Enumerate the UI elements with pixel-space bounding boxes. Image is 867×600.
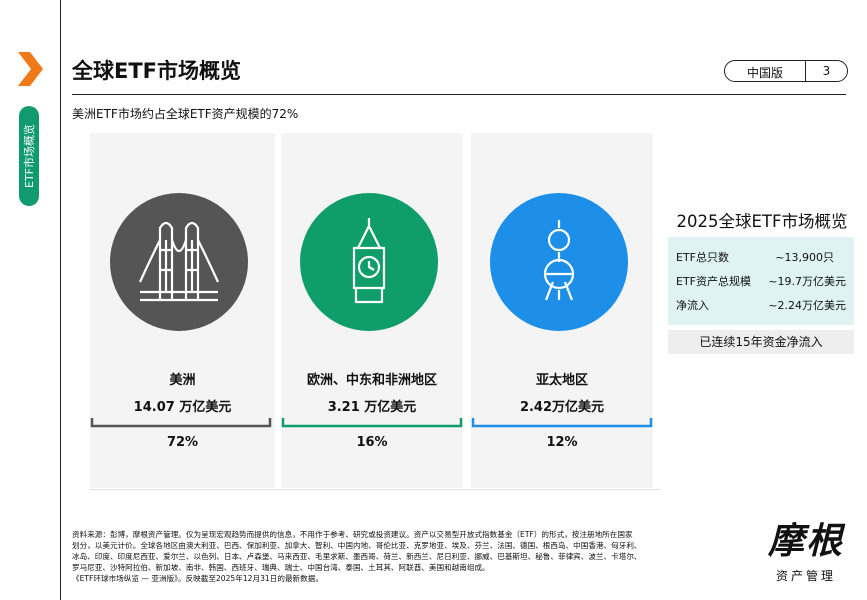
row-label: 净流入	[676, 299, 709, 312]
region-value: 3.21 万亿美元	[327, 400, 417, 415]
row-label: ETF总只数	[676, 251, 729, 264]
region-share: 72%	[166, 435, 199, 450]
summary-title: 2025全球ETF市场概览	[676, 212, 848, 231]
logo-sub: 资产管理	[775, 569, 836, 583]
region: 亚太地区 2.42万亿美元 12%	[471, 0, 653, 600]
tab: ETF市场概览	[19, 106, 39, 206]
summary-row: ETF总只数 ~13,900只	[676, 249, 846, 265]
footnote-line: 划分，以美元计价。全球各地区由澳大利亚、巴西、保加利亚、加拿大、智利、中国内地、…	[72, 541, 642, 550]
footnote-line: 资料来源：彭博，摩根资产管理。仅为呈现宏观趋势而提供的信息，不用作于参考、研究或…	[72, 530, 633, 539]
title: 全球ETF市场概览	[72, 59, 242, 83]
region-value: 14.07 万亿美元	[133, 400, 232, 415]
summary-row: ETF资产总规模 ~19.7万亿美元	[676, 273, 846, 289]
row-value: ~19.7万亿美元	[768, 275, 846, 288]
chevron	[18, 52, 43, 86]
footnote-line: 罗马尼亚、沙特阿拉伯、新加坡、南非、韩国、西班牙、瑞典、瑞士、中国台湾、泰国、土…	[72, 563, 490, 572]
logo-name: 摩根	[767, 520, 844, 562]
region-value: 2.42万亿美元	[519, 400, 605, 415]
edition: 中国版	[746, 66, 783, 80]
summary-note: 已连续15年资金净流入	[668, 330, 854, 354]
edition-pill: 中国版 3	[724, 60, 848, 82]
region: 美洲 14.07 万亿美元 72%	[90, 0, 275, 600]
subtitle: 美洲ETF市场约占全球ETF资产规模的72%	[72, 107, 299, 121]
region-share: 12%	[546, 435, 578, 450]
footnote-line: 《ETF环球市场纵览 — 亚洲版》。反映截至2025年12月31日的最新数据。	[72, 574, 323, 583]
summary-row: 净流入 ~2.24万亿美元	[676, 297, 846, 313]
region-name: 亚太地区	[535, 373, 588, 388]
footnote-line: 冰岛、印度、印度尼西亚、爱尔兰、以色列、日本、卢森堡、马来西亚、毛里求斯、墨西哥…	[72, 552, 642, 561]
row-value: ~2.24万亿美元	[768, 299, 846, 312]
region-name: 美洲	[169, 373, 196, 388]
region-name: 欧洲、中东和非洲地区	[306, 373, 437, 388]
region-share: 16%	[356, 435, 388, 450]
region: 欧洲、中东和非洲地区 3.21 万亿美元 16%	[281, 0, 463, 600]
panel-rule	[90, 489, 660, 490]
row-value: ~13,900只	[775, 251, 834, 264]
rail-line	[60, 0, 61, 600]
row-label: ETF资产总规模	[676, 275, 751, 288]
header-rule	[72, 94, 846, 95]
page-number: 3	[822, 64, 831, 78]
summary-table	[668, 237, 854, 325]
